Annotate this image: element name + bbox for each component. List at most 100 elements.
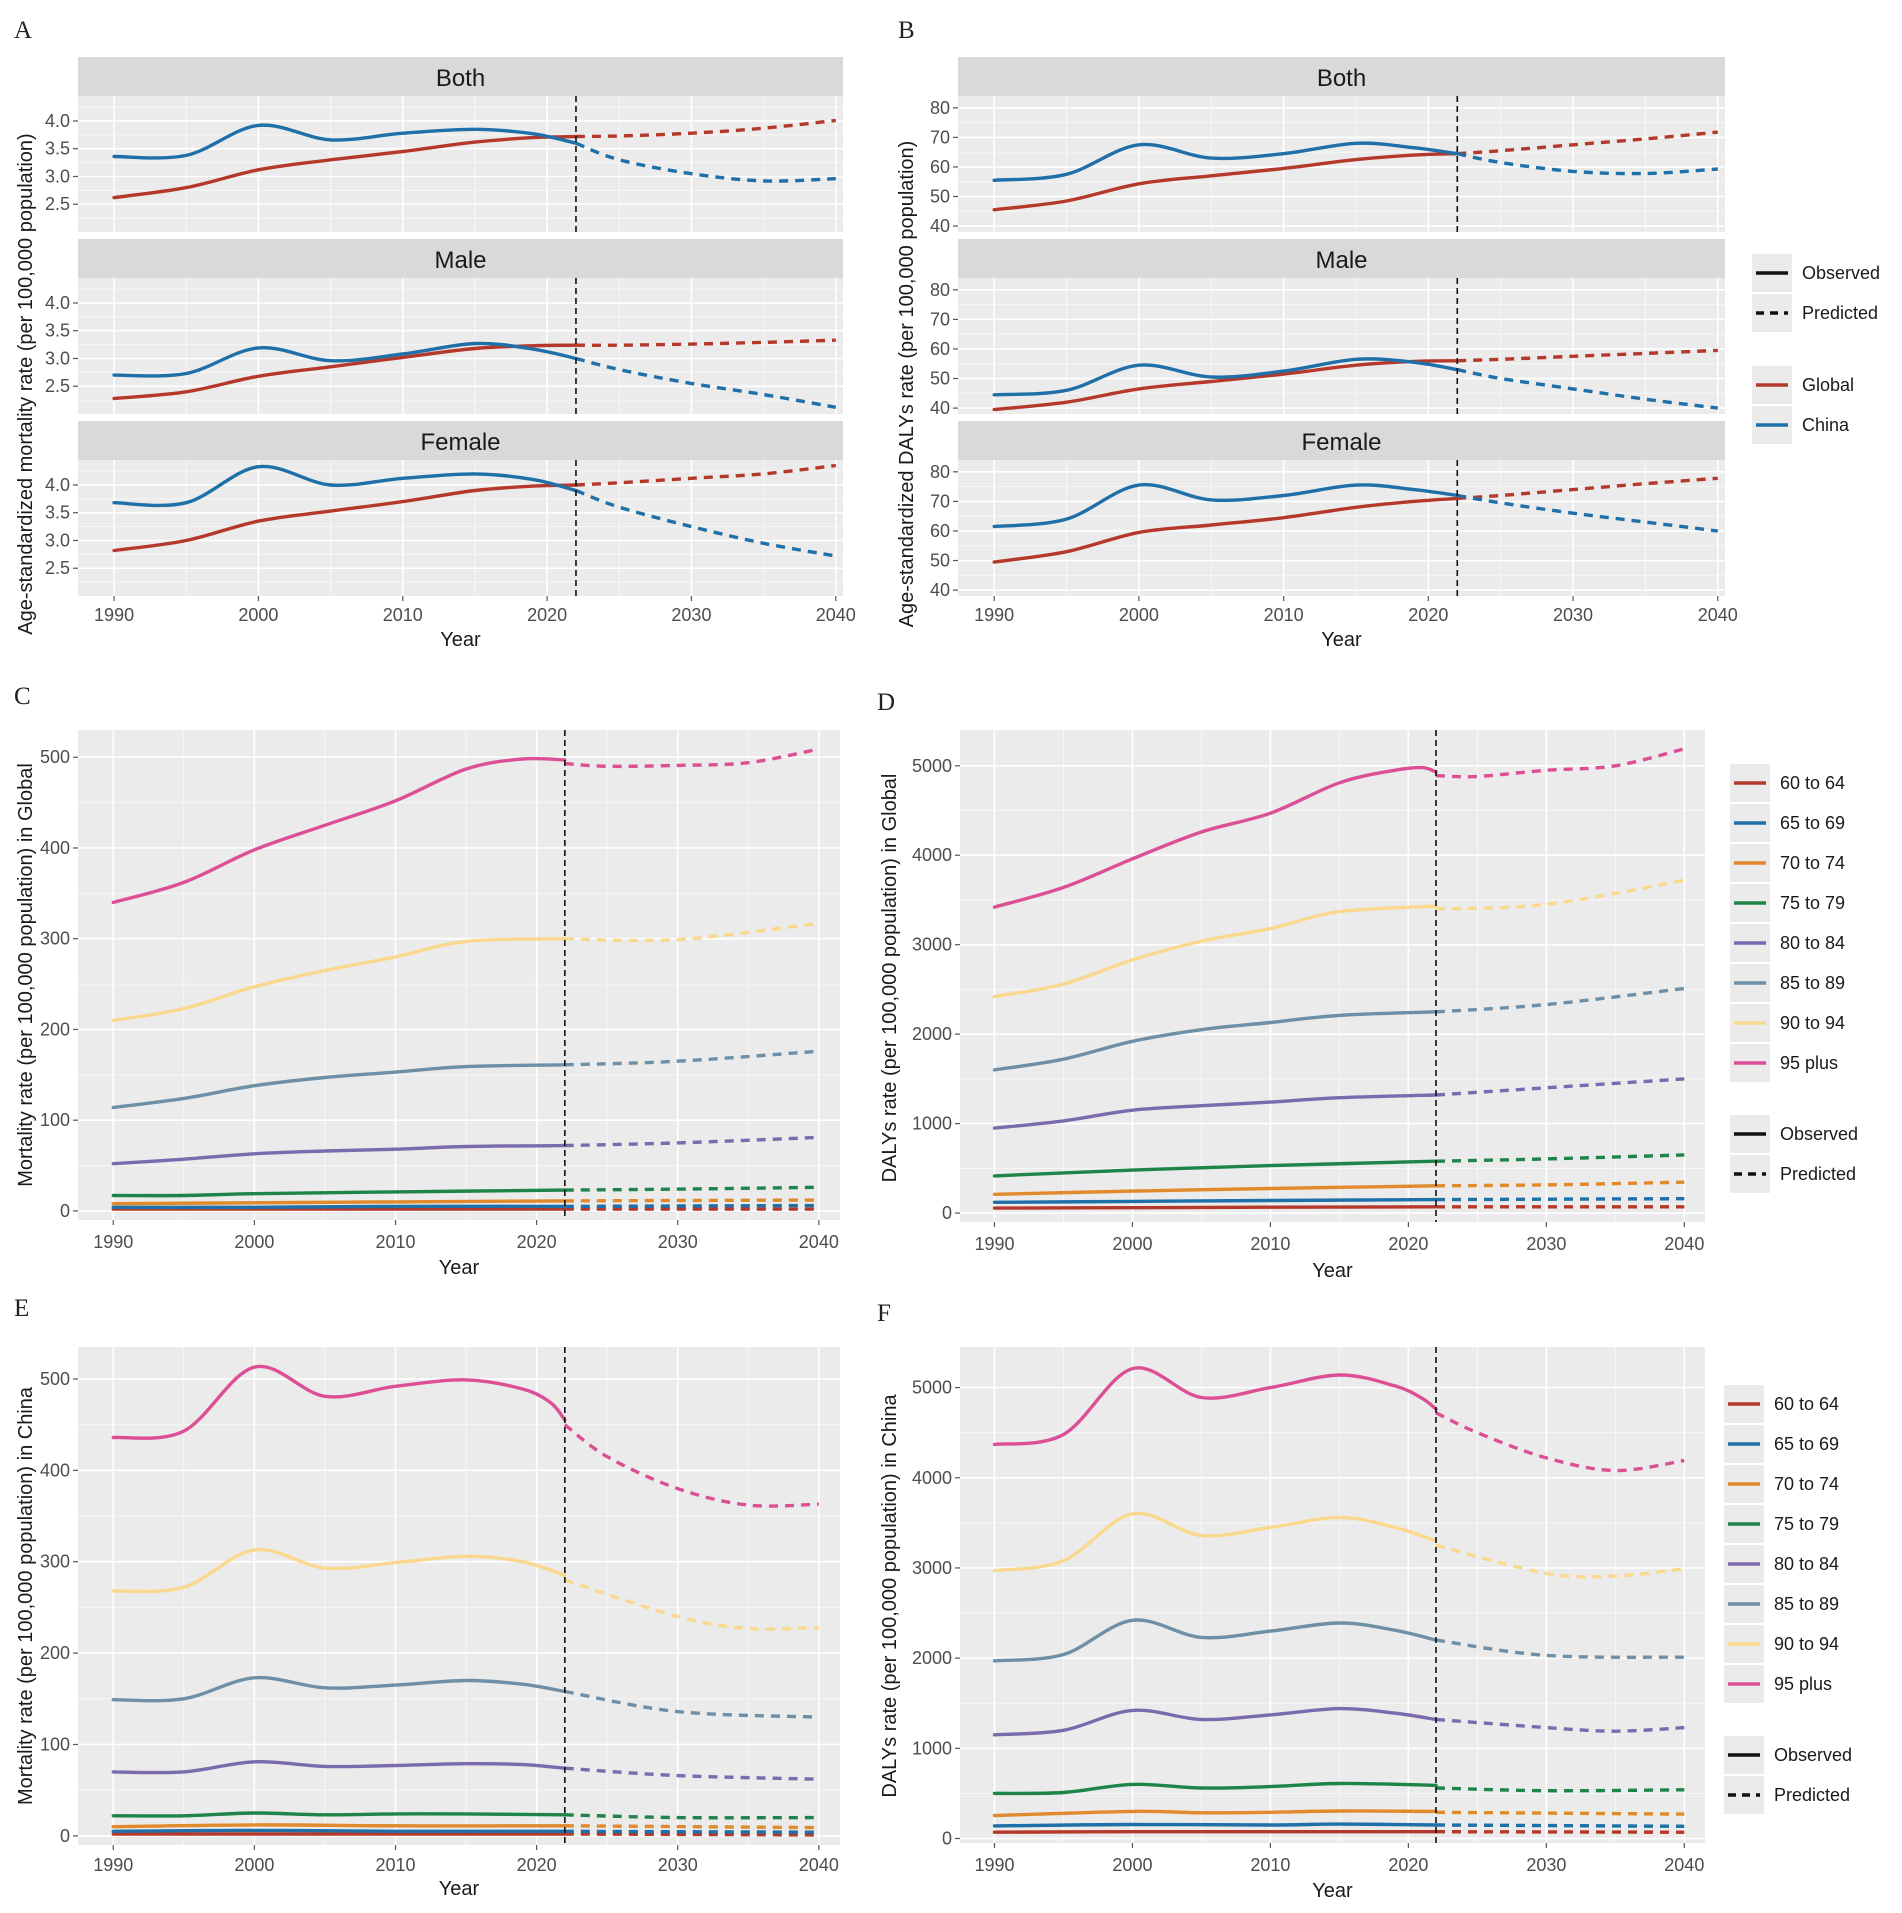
legend-ef: 60 to 64 65 to 69 70 to 74 75 to 79 80 to 84… <box>1724 1385 1852 1814</box>
y-tick-label: 1000 <box>912 1114 952 1134</box>
legend-label: 80 to 84 <box>1780 933 1845 953</box>
x-tick-label: 2000 <box>1112 1234 1152 1254</box>
facet-both: Both 2.5 3.0 3.5 4.0 <box>45 57 843 232</box>
series-line-predicted <box>1435 1786 1685 1793</box>
facet-strip-label: Female <box>1301 429 1381 456</box>
y-tick-label: 300 <box>40 929 70 949</box>
series-line-predicted <box>1435 1717 1685 1733</box>
y-tick-label: 4.0 <box>45 475 70 495</box>
series-line-predicted <box>564 1689 819 1719</box>
y-tick-label: 40 <box>930 398 950 418</box>
y-tick-label: 500 <box>40 747 70 767</box>
panel-letter: C <box>14 683 31 710</box>
y-tick-label: 0 <box>942 1203 952 1223</box>
legend-label: Observed <box>1774 1745 1852 1765</box>
y-tick-label: 2.5 <box>45 376 70 396</box>
series-line-predicted <box>575 356 837 409</box>
legend-label: 60 to 64 <box>1780 773 1845 793</box>
series-line-observed <box>111 756 567 905</box>
x-tick-label: 2030 <box>1553 605 1593 625</box>
series-line-observed <box>992 1829 1438 1834</box>
legend-label: 90 to 94 <box>1774 1634 1839 1654</box>
series-line-predicted <box>564 1832 819 1837</box>
series-line-observed <box>111 1204 567 1210</box>
legend-item-observed: Observed <box>1730 1115 1858 1153</box>
legend-label: 95 plus <box>1780 1053 1838 1073</box>
facet-strip-label: Male <box>434 247 486 274</box>
y-tick-label: 4000 <box>912 1468 952 1488</box>
y-tick-label: 2000 <box>912 1024 952 1044</box>
y-axis-title: Mortality rate (per 100,000 population) … <box>15 1386 37 1805</box>
y-axis-title: Age-standardized mortality rate (per 100… <box>15 133 37 634</box>
legend-item-age-group: 85 to 89 <box>1730 964 1845 1002</box>
series-line-observed <box>992 496 1459 564</box>
series-line-observed <box>111 1063 567 1110</box>
y-tick-label: 60 <box>930 339 950 359</box>
series-line-observed <box>992 1093 1438 1130</box>
legend-item-predicted: Predicted <box>1724 1776 1850 1814</box>
series-line-predicted <box>564 1203 819 1209</box>
panel-b: B Both 40 50 60 70 80 Male 40 50 60 70 80 Female 40 50 6… <box>896 17 1738 651</box>
series-line-observed <box>992 1618 1438 1663</box>
y-tick-label: 40 <box>930 580 950 600</box>
x-tick-label: 2020 <box>517 1232 557 1252</box>
plot-background <box>960 1347 1705 1843</box>
y-tick-label: 60 <box>930 521 950 541</box>
legend-item-age-group: 75 to 79 <box>1730 884 1845 922</box>
x-tick-label: 2020 <box>1388 1234 1428 1254</box>
series-line-observed <box>111 1811 567 1818</box>
series-line-observed <box>111 1823 567 1829</box>
y-tick-label: 200 <box>40 1019 70 1039</box>
facet-strip-label: Male <box>1315 247 1367 274</box>
legend-item-age-group: 65 to 69 <box>1730 804 1845 842</box>
x-tick-label: 2030 <box>1526 1234 1566 1254</box>
panel-letter: D <box>877 689 895 716</box>
series-line-predicted <box>1435 1411 1685 1473</box>
legend-label: 60 to 64 <box>1774 1394 1839 1414</box>
y-tick-label: 4.0 <box>45 111 70 131</box>
legend-label: China <box>1802 415 1850 435</box>
series-line-predicted <box>1457 348 1718 363</box>
legend-label: 95 plus <box>1774 1674 1832 1694</box>
series-line-observed <box>992 483 1459 529</box>
plot-background <box>960 730 1705 1222</box>
series-line-predicted <box>564 1766 819 1781</box>
series-line-predicted <box>563 1423 819 1508</box>
series-line-observed <box>112 341 578 378</box>
x-tick-label: 2000 <box>238 605 278 625</box>
y-tick-label: 40 <box>930 216 950 236</box>
series-line-predicted <box>575 118 836 139</box>
series-line-predicted <box>575 338 836 347</box>
y-tick-label: 70 <box>930 309 950 329</box>
series-line-observed <box>992 1706 1438 1737</box>
series-line-observed <box>992 1197 1438 1204</box>
x-tick-label: 2000 <box>234 1232 274 1252</box>
legend-label: 85 to 89 <box>1774 1594 1839 1614</box>
series-line-observed <box>111 1199 567 1206</box>
legend-item-age-group: 75 to 79 <box>1724 1505 1839 1543</box>
y-axis-title: Mortality rate (per 100,000 population) … <box>15 763 37 1187</box>
y-tick-label: 3000 <box>912 935 952 955</box>
series-line-predicted <box>1435 1153 1685 1163</box>
series-line-observed <box>992 1809 1438 1818</box>
y-tick-label: 3.5 <box>45 321 70 341</box>
legend-label: Predicted <box>1802 303 1878 323</box>
panel-d: D 0 1000 2000 3000 4000 5000 1990 2000 2010 2020 20… <box>877 689 1705 1282</box>
x-axis-title: Year <box>439 1878 480 1900</box>
x-tick-label: 2010 <box>1250 1234 1290 1254</box>
facet-strip <box>958 421 1725 460</box>
x-axis-title: Year <box>1312 1880 1353 1902</box>
legend-label: Observed <box>1780 1124 1858 1144</box>
y-tick-label: 3.0 <box>45 166 70 186</box>
legend-label: 65 to 69 <box>1774 1434 1839 1454</box>
series-line-observed <box>992 1822 1438 1828</box>
panel-e: E 0 100 200 300 400 500 1990 2000 2010 2020 2030 204… <box>14 1295 840 1900</box>
facet-strip-label: Female <box>420 429 500 456</box>
legend-item-age-group: 60 to 64 <box>1730 764 1845 802</box>
x-axis-title: Year <box>439 1257 480 1279</box>
x-tick-label: 1990 <box>974 1234 1014 1254</box>
y-tick-label: 200 <box>40 1643 70 1663</box>
y-tick-label: 50 <box>930 187 950 207</box>
x-tick-label: 2020 <box>517 1855 557 1875</box>
legend-cd: 60 to 64 65 to 69 70 to 74 75 to 79 80 to 84… <box>1730 764 1858 1193</box>
